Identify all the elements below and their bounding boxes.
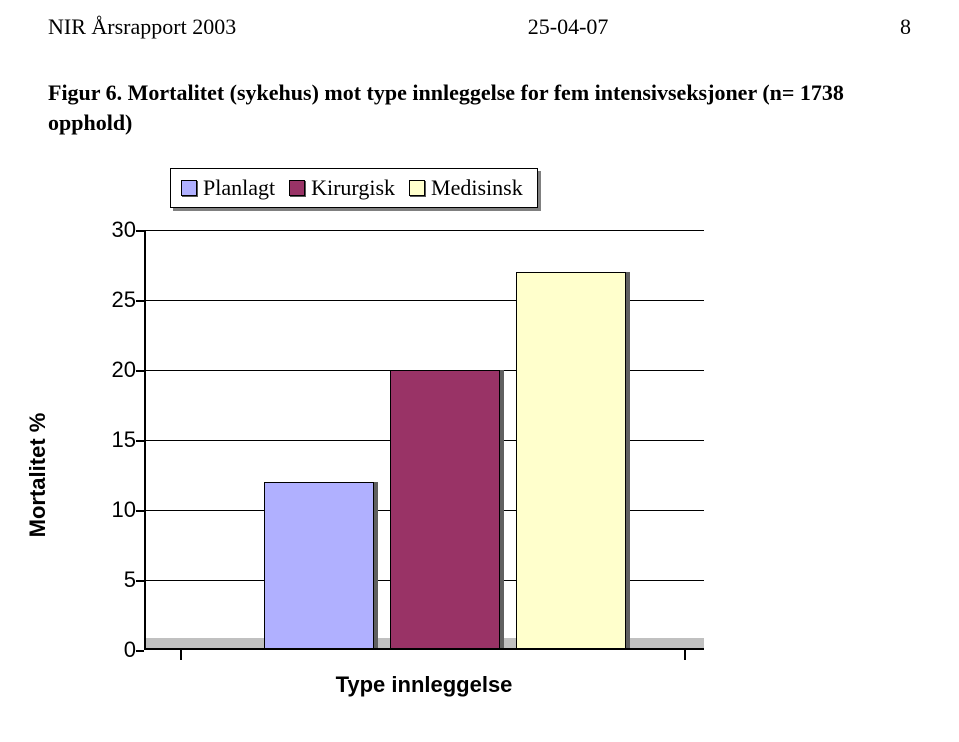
legend-item: Kirurgisk	[289, 175, 395, 201]
y-tick-mark	[136, 510, 144, 512]
y-tick-mark	[136, 580, 144, 582]
chart-area: Mortalitet % 051015202530 Type innleggel…	[48, 230, 748, 720]
figure-title: Figur 6. Mortalitet (sykehus) mot type i…	[48, 78, 911, 137]
legend-label: Planlagt	[203, 175, 275, 201]
figure-title-text: Mortalitet (sykehus) mot type innleggels…	[48, 80, 844, 135]
legend-swatch	[409, 180, 425, 196]
page-header: NIR Årsrapport 2003 25-04-07 8	[48, 14, 911, 40]
y-tick-label: 30	[100, 217, 136, 243]
bar-kirurgisk	[390, 370, 500, 650]
legend-label: Medisinsk	[431, 175, 523, 201]
legend-label: Kirurgisk	[311, 175, 395, 201]
legend-swatch	[289, 180, 305, 196]
y-tick-label: 5	[100, 567, 136, 593]
header-right: 8	[900, 14, 911, 40]
y-axis-label: Mortalitet %	[25, 413, 51, 538]
header-center: 25-04-07	[528, 14, 609, 40]
y-tick-mark	[136, 230, 144, 232]
bar	[390, 370, 500, 650]
plot-region	[144, 230, 704, 650]
bar	[516, 272, 626, 650]
legend-swatch	[181, 180, 197, 196]
y-tick-label: 0	[100, 637, 136, 663]
page: NIR Årsrapport 2003 25-04-07 8 Figur 6. …	[0, 0, 959, 742]
bar	[264, 482, 374, 650]
y-tick-mark	[136, 370, 144, 372]
y-tick-mark	[136, 440, 144, 442]
bar-planlagt	[264, 482, 374, 650]
figure-number: Figur 6.	[48, 80, 122, 105]
bar-medisinsk	[516, 272, 626, 650]
y-tick-label: 10	[100, 497, 136, 523]
legend-item: Medisinsk	[409, 175, 523, 201]
y-tick-mark	[136, 300, 144, 302]
y-tick-label: 20	[100, 357, 136, 383]
gridline	[144, 230, 704, 231]
legend-item: Planlagt	[181, 175, 275, 201]
x-tick-mark	[180, 650, 182, 660]
header-left: NIR Årsrapport 2003	[48, 14, 236, 40]
y-tick-mark	[136, 650, 144, 652]
chart-legend: Planlagt Kirurgisk Medisinsk	[170, 168, 538, 208]
y-axis-line	[144, 230, 146, 650]
x-tick-mark	[684, 650, 686, 660]
x-axis-label: Type innleggelse	[144, 672, 704, 698]
y-tick-label: 25	[100, 287, 136, 313]
y-tick-label: 15	[100, 427, 136, 453]
x-axis-line	[144, 648, 704, 650]
